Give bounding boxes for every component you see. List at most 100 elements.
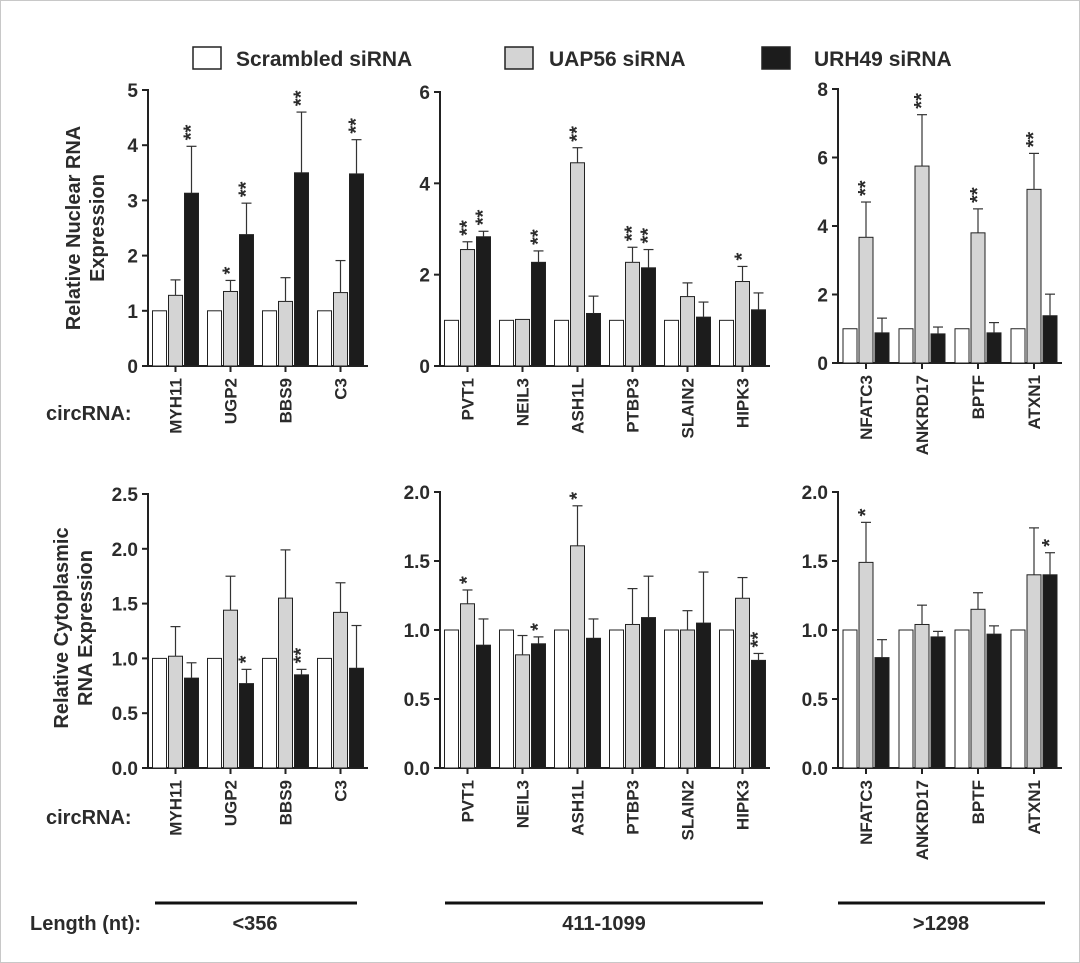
bar: [262, 657, 277, 769]
bar: [460, 249, 475, 367]
bar: [898, 328, 914, 364]
bar: [262, 310, 277, 367]
bar: [625, 623, 640, 769]
significance-marker: *: [528, 623, 550, 631]
bar: [317, 657, 332, 769]
significance-marker: **: [473, 210, 495, 226]
significance-marker: *: [220, 266, 242, 274]
bar: [735, 281, 750, 367]
y-tick-label: 1.5: [404, 552, 431, 573]
bar: [696, 622, 711, 769]
y-tick-label: 1.5: [112, 595, 139, 616]
bar: [349, 173, 364, 367]
category-label: NEIL3: [514, 378, 533, 426]
bar: [680, 296, 695, 367]
bar: [842, 328, 858, 364]
category-label: SLAIN2: [679, 780, 698, 840]
length-group-medium: 411-1099: [562, 913, 645, 935]
y-tick-label: 6: [817, 149, 828, 170]
bar: [168, 294, 183, 367]
y-tick-label: 2: [127, 247, 138, 268]
category-label: NFATC3: [857, 780, 876, 845]
significance-marker: *: [732, 252, 754, 260]
bar: [184, 677, 199, 769]
bar: [1026, 188, 1042, 364]
bar: [499, 629, 514, 769]
bar: [1026, 574, 1042, 769]
y-tick-label: 0: [419, 357, 430, 378]
bar: [349, 667, 364, 769]
bar: [184, 192, 199, 367]
bar: [460, 603, 475, 769]
panel-nuclear-1: 0246PVT1****NEIL3**ASH1L**PTBP3****SLAIN…: [419, 83, 770, 438]
significance-marker: **: [1023, 132, 1045, 148]
panel-cytoplasmic-3: 0.0 0.5 1.0 1.5 2.0 2.5 MYH11 UGP2 * BBS9 ** C3: [112, 485, 368, 836]
y-tick-label: 5: [127, 81, 138, 102]
cytoplasmic-ylabel-line2: RNA Expression: [75, 550, 97, 706]
bar: [970, 608, 986, 769]
category-label: MYH11: [167, 780, 186, 836]
bar: [858, 236, 874, 364]
bar: [930, 333, 946, 364]
cytoplasmic-ylabel-line1: Relative Cytoplasmic: [51, 527, 73, 728]
bar: [476, 644, 491, 769]
nuclear-ylabel-line2: Expression: [87, 174, 109, 282]
bar: [609, 319, 624, 367]
bar: [751, 309, 766, 367]
bar: [294, 674, 309, 769]
legend-label-urh49: URH49 siRNA: [814, 48, 952, 71]
bar: [444, 629, 459, 769]
y-tick-label: 0.0: [112, 759, 138, 780]
category-label: ANKRD17: [913, 375, 932, 455]
bar: [751, 659, 766, 769]
y-tick-label: 2.0: [112, 540, 138, 561]
nuclear-ylabel-line1: Relative Nuclear RNA: [63, 126, 85, 331]
significance-marker: **: [457, 220, 479, 236]
bar: [609, 629, 624, 769]
length-group-long: >1298: [913, 913, 969, 935]
y-tick-label: 1.0: [802, 621, 828, 642]
significance-marker: **: [622, 225, 644, 241]
bar: [696, 316, 711, 367]
bar: [1042, 574, 1058, 769]
bar: [664, 319, 679, 367]
y-tick-label: 2.0: [802, 483, 828, 504]
bar: [719, 319, 734, 367]
y-tick-label: 1.5: [802, 552, 829, 573]
category-label: PTBP3: [624, 378, 643, 433]
y-tick-label: 0: [817, 354, 828, 375]
category-label: BBS9: [277, 378, 296, 423]
significance-marker: **: [567, 126, 589, 142]
significance-marker: **: [181, 125, 203, 141]
y-tick-label: 0.5: [802, 690, 829, 711]
bar: [986, 332, 1002, 364]
nuclear-ylabel: Relative Nuclear RNA Expression: [63, 126, 109, 331]
y-tick-label: 4: [419, 174, 430, 195]
bar: [914, 623, 930, 769]
legend-label-uap56: UAP56 siRNA: [549, 48, 686, 71]
bar: [1010, 328, 1026, 364]
y-tick-label: 6: [419, 83, 430, 104]
category-label: BPTF: [969, 375, 988, 419]
length-label: Length (nt):: [30, 913, 141, 935]
bar: [954, 328, 970, 364]
bar: [444, 319, 459, 367]
category-label: PVT1: [459, 378, 478, 421]
bar: [554, 319, 569, 367]
bar: [954, 629, 970, 769]
y-tick-label: 1.0: [404, 621, 430, 642]
category-label: ATXN1: [1025, 375, 1044, 429]
significance-marker: **: [748, 632, 770, 648]
category-label: ASH1L: [569, 378, 588, 434]
bar: [554, 629, 569, 769]
category-label: HIPK3: [734, 780, 753, 830]
panel-cytoplasmic-4: 0.0 0.5 1.0 1.5 2.0 PVT1 * NEIL3 * ASH1L * PTBP3 SLA…: [404, 483, 770, 840]
significance-marker: **: [967, 187, 989, 203]
category-label: BBS9: [277, 780, 296, 825]
bar: [874, 332, 890, 364]
panel-nuclear-2: 0 2 4 6 8 NFATC3 ** ANKRD17 ** BPTF ** ATXN1 **: [817, 80, 1062, 455]
category-label: ASH1L: [569, 780, 588, 836]
y-tick-label: 4: [127, 136, 138, 157]
